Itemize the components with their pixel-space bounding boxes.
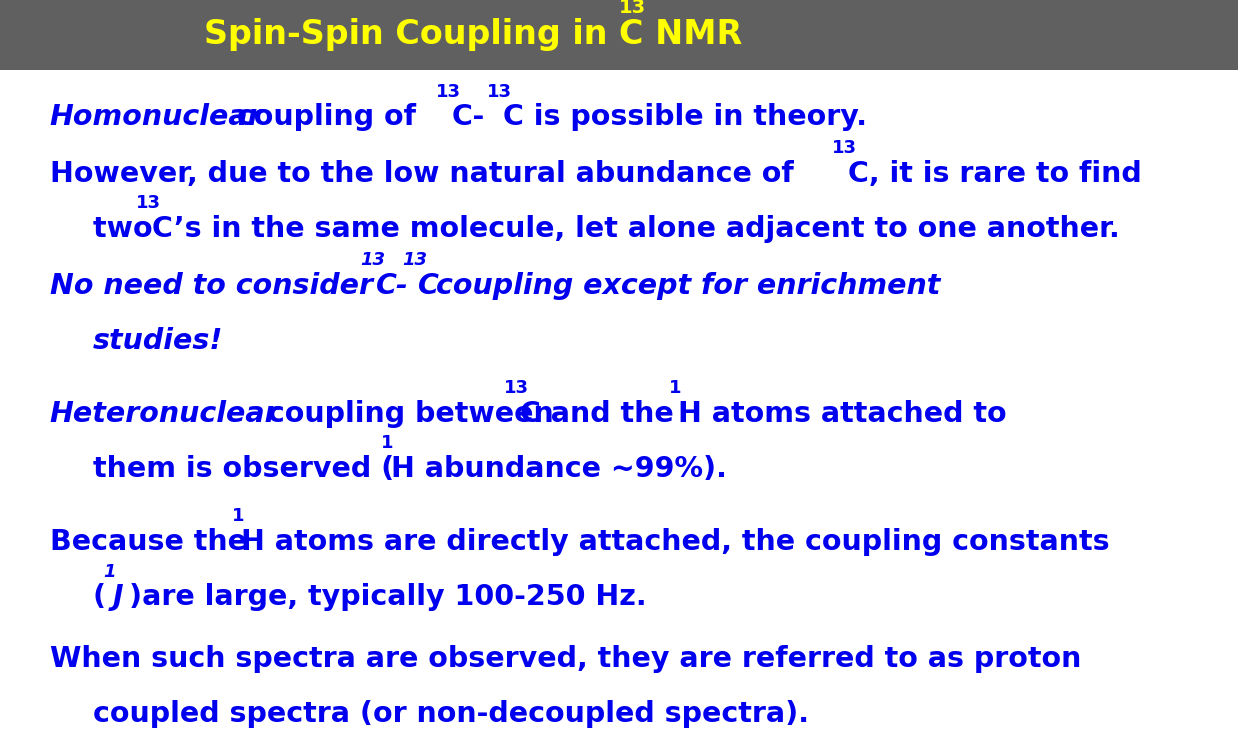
Text: (: ( [93,583,106,612]
Text: 13: 13 [487,82,511,101]
Text: Because the: Because the [50,528,256,556]
Text: studies!: studies! [93,327,223,355]
Text: 13: 13 [136,194,161,212]
Text: 1: 1 [381,434,394,452]
Text: However, due to the low natural abundance of: However, due to the low natural abundanc… [50,160,803,188]
Text: H atoms attached to: H atoms attached to [678,399,1006,428]
Text: C-: C- [452,103,485,132]
Text: C NMR: C NMR [619,18,743,51]
Text: coupled spectra (or non-decoupled spectra).: coupled spectra (or non-decoupled spectr… [93,700,808,729]
Text: 13: 13 [436,82,461,101]
Text: coupling between: coupling between [258,399,563,428]
Text: 13: 13 [402,251,427,269]
Text: 1: 1 [232,507,244,525]
Text: )are large, typically 100-250 Hz.: )are large, typically 100-250 Hz. [129,583,646,612]
Text: 13: 13 [360,251,385,269]
Text: When such spectra are observed, they are referred to as proton: When such spectra are observed, they are… [50,645,1081,674]
Text: C and the: C and the [520,399,683,428]
Text: coupling of: coupling of [227,103,426,132]
Text: C: C [418,271,449,300]
Text: H abundance ~99%).: H abundance ~99%). [391,454,727,483]
Text: 1: 1 [103,562,115,581]
Text: C, it is rare to find: C, it is rare to find [848,160,1141,188]
Text: Heteronuclear: Heteronuclear [50,399,279,428]
Text: 13: 13 [832,139,857,157]
Text: two: two [93,215,162,243]
Text: 13: 13 [619,0,646,17]
Text: H atoms are directly attached, the coupling constants: H atoms are directly attached, the coupl… [241,528,1110,556]
Text: Homonuclear: Homonuclear [50,103,262,132]
Text: 1: 1 [669,379,681,397]
Text: C-: C- [376,271,409,300]
Text: C’s in the same molecule, let alone adjacent to one another.: C’s in the same molecule, let alone adja… [152,215,1120,243]
Text: Spin-Spin Coupling in: Spin-Spin Coupling in [204,18,619,51]
Text: J: J [113,583,124,612]
Text: them is observed (: them is observed ( [93,454,394,483]
Text: coupling except for enrichment: coupling except for enrichment [436,271,940,300]
Text: 13: 13 [504,379,529,397]
Text: C is possible in theory.: C is possible in theory. [503,103,867,132]
Bar [0,0,1238,70]
Text: No need to consider: No need to consider [50,271,383,300]
